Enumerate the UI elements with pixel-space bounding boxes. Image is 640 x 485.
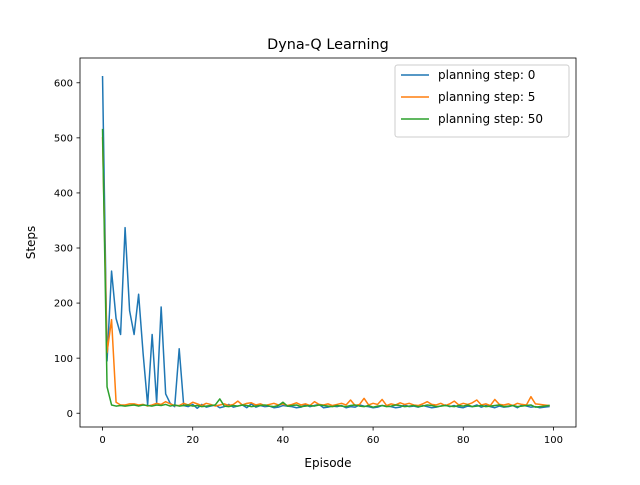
- x-axis-ticks: 0 20 40 60 80 100: [99, 427, 563, 446]
- x-axis-label: Episode: [304, 456, 351, 470]
- x-tick-label: 0: [99, 435, 105, 446]
- y-tick-label: 300: [54, 244, 73, 255]
- y-tick-label: 600: [54, 78, 73, 89]
- y-tick-label: 0: [67, 409, 73, 420]
- x-tick-label: 60: [367, 435, 380, 446]
- y-tick-label: 200: [54, 299, 73, 310]
- legend-label-2: planning step: 50: [438, 112, 543, 126]
- chart-title: Dyna-Q Learning: [267, 37, 389, 53]
- x-tick-label: 80: [457, 435, 470, 446]
- y-axis-ticks: 0 100 200 300 400 500 600: [54, 78, 80, 420]
- y-tick-label: 100: [54, 354, 73, 365]
- series-line-2: [101, 128, 550, 408]
- y-tick-label: 500: [54, 133, 73, 144]
- legend-label-1: planning step: 5: [438, 90, 535, 104]
- x-tick-label: 20: [186, 435, 199, 446]
- plot-frame: [79, 57, 577, 428]
- plot-lines: [101, 75, 550, 410]
- legend-label-0: planning step: 0: [438, 68, 535, 82]
- legend: planning step: 0 planning step: 5 planning…: [394, 64, 570, 138]
- x-tick-label: 100: [544, 435, 563, 446]
- y-axis-label: Steps: [24, 226, 38, 260]
- x-tick-label: 40: [277, 435, 290, 446]
- legend-frame: [394, 64, 570, 138]
- y-tick-label: 400: [54, 189, 73, 200]
